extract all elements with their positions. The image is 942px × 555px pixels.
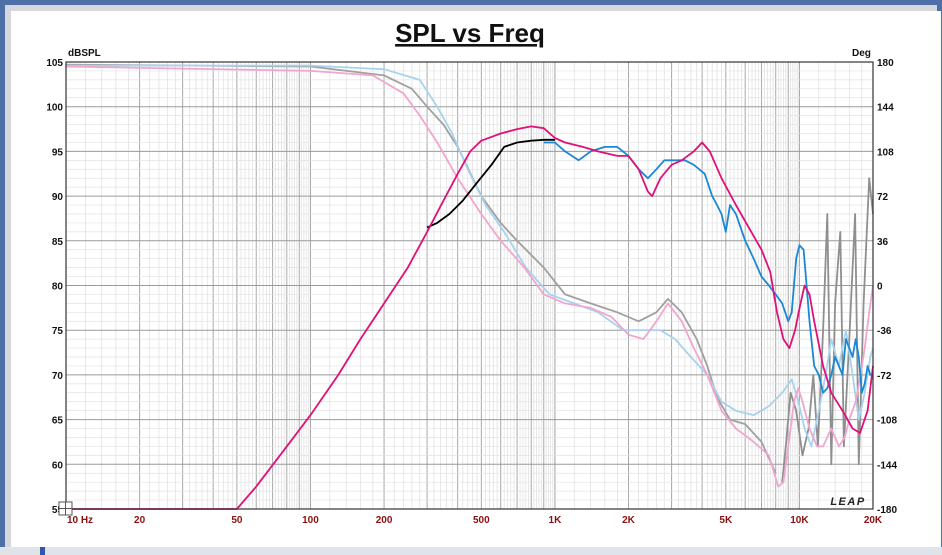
x-axis-ticks: 10 Hz 20 50 100 200 500 1K 2K 5K 10K 20K (67, 515, 883, 526)
leap-watermark: LEAP (830, 496, 865, 508)
y-left-tick-label: 100 (46, 103, 63, 114)
x-tick-label: 1K (549, 515, 563, 526)
series-line-6 (543, 141, 873, 394)
series-layer (65, 63, 874, 510)
y-right-tick-label: -108 (877, 416, 897, 427)
x-tick-label: 50 (231, 515, 243, 526)
y-left-tick-label: 95 (52, 147, 64, 158)
y-left-tick-label: 60 (52, 460, 64, 471)
y-right-tick-label: 144 (877, 103, 894, 114)
status-marker (40, 547, 45, 555)
y-left-tick-label: 90 (52, 192, 64, 203)
y-right-tick-label: -180 (877, 505, 897, 516)
status-strip (0, 547, 942, 555)
y-axis-left-label: dBSPL (68, 48, 101, 59)
x-tick-label: 20 (134, 515, 146, 526)
y-right-tick-label: 180 (877, 58, 894, 69)
y-right-tick-label: -144 (877, 460, 897, 471)
y-axis-left-ticks: 105 100 95 90 85 80 75 70 65 60 55 (46, 58, 63, 516)
y-right-tick-label: 0 (877, 282, 883, 293)
x-tick-label: 20K (864, 515, 883, 526)
series-line-5 (426, 138, 555, 229)
x-tick-label: 500 (473, 515, 490, 526)
cursor-handle[interactable] (58, 501, 73, 516)
y-left-tick-label: 85 (52, 237, 64, 248)
grid (65, 61, 874, 510)
series-line-2 (781, 177, 874, 483)
series-line-7 (66, 125, 874, 510)
x-tick-label: 10 Hz (67, 515, 93, 526)
y-left-tick-label: 55 (52, 505, 64, 516)
y-right-tick-label: -36 (877, 326, 892, 337)
x-tick-label: 100 (302, 515, 319, 526)
x-tick-label: 10K (790, 515, 809, 526)
x-tick-label: 200 (376, 515, 393, 526)
y-axis-right-label: Deg (852, 48, 871, 59)
x-tick-label: 5K (719, 515, 733, 526)
y-left-tick-label: 65 (52, 416, 64, 427)
y-left-tick-label: 75 (52, 326, 64, 337)
y-left-tick-label: 70 (52, 371, 64, 382)
y-left-tick-label: 80 (52, 282, 64, 293)
y-right-tick-label: 72 (877, 192, 889, 203)
plot-border (65, 61, 874, 510)
x-tick-label: 2K (622, 515, 636, 526)
y-right-tick-label: 108 (877, 147, 894, 158)
series-line-4 (65, 65, 874, 488)
chart-title: SPL vs Freq (395, 18, 545, 48)
y-right-tick-label: -72 (877, 371, 892, 382)
y-left-tick-label: 105 (46, 58, 63, 69)
y-axis-right-ticks: 180 144 108 72 36 0 -36 -72 -108 -144 -180 (877, 58, 897, 516)
y-right-tick-label: 36 (877, 237, 889, 248)
